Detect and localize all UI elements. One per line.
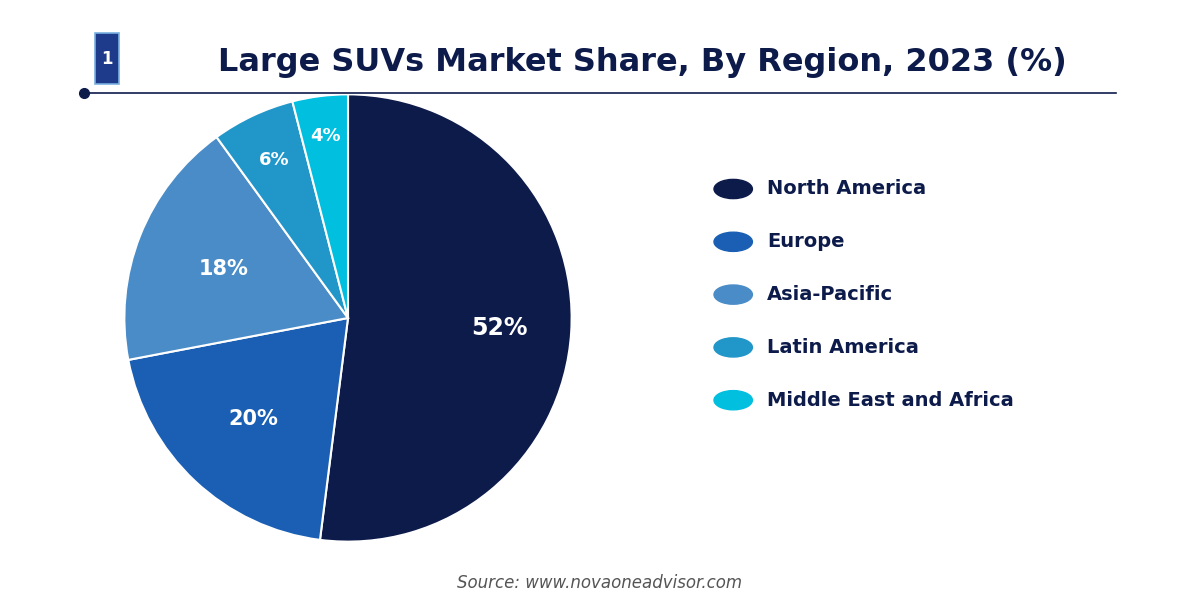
Text: Large SUVs Market Share, By Region, 2023 (%): Large SUVs Market Share, By Region, 2023… xyxy=(217,47,1067,79)
Text: NOVA: NOVA xyxy=(19,49,71,67)
Text: Asia-Pacific: Asia-Pacific xyxy=(767,285,893,304)
Text: 4%: 4% xyxy=(310,127,341,145)
Text: 6%: 6% xyxy=(258,151,289,169)
Text: Europe: Europe xyxy=(767,232,845,251)
Text: 20%: 20% xyxy=(228,409,278,429)
Wedge shape xyxy=(216,101,348,318)
Text: 52%: 52% xyxy=(472,316,528,340)
Text: 1: 1 xyxy=(102,49,113,67)
Text: North America: North America xyxy=(767,179,926,199)
Wedge shape xyxy=(320,94,571,542)
Text: 18%: 18% xyxy=(198,259,248,278)
Text: ADVISOR: ADVISOR xyxy=(124,49,208,67)
Text: Middle East and Africa: Middle East and Africa xyxy=(767,391,1014,410)
Text: Latin America: Latin America xyxy=(767,338,919,357)
Text: Source: www.novaoneadvisor.com: Source: www.novaoneadvisor.com xyxy=(457,574,743,592)
Bar xyxy=(95,33,120,84)
Wedge shape xyxy=(125,137,348,360)
Wedge shape xyxy=(293,94,348,318)
Wedge shape xyxy=(128,318,348,540)
